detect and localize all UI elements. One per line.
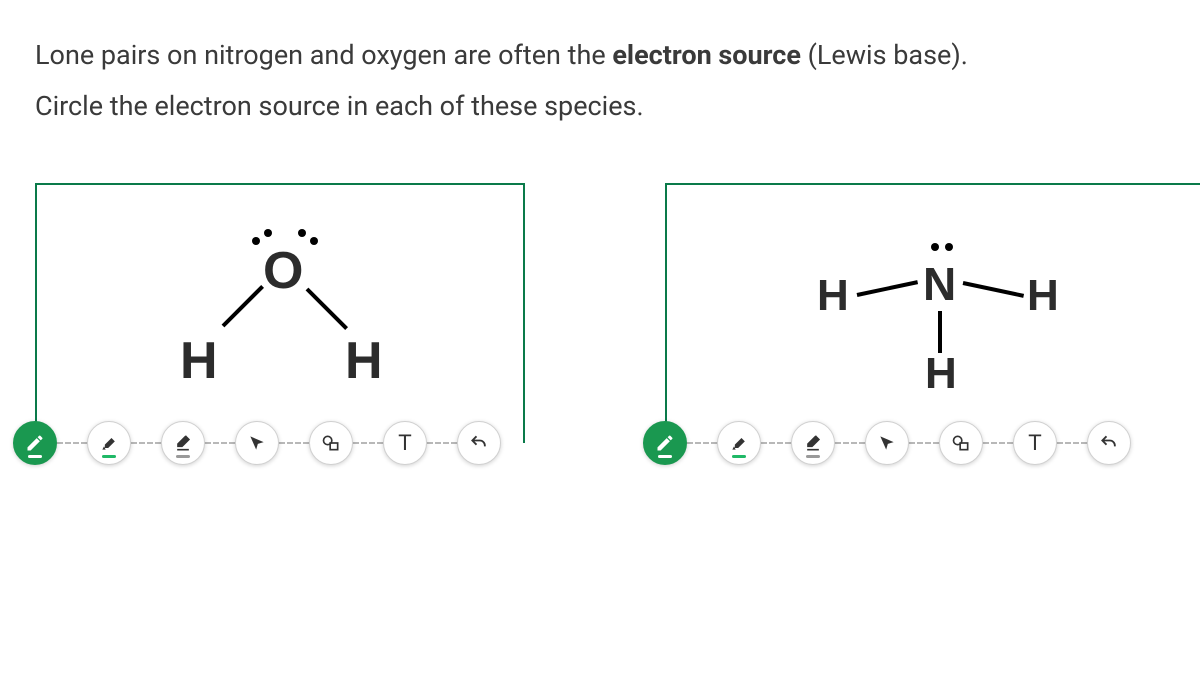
panel-ammonia-wrap: N H H H [665, 183, 1200, 443]
highlighter-tool[interactable] [717, 421, 761, 465]
tool-underline [176, 455, 190, 458]
undo-tool[interactable] [1087, 421, 1131, 465]
toolbar-water: T [13, 421, 501, 465]
oxygen-atom: O [263, 241, 303, 301]
pointer-tool[interactable] [235, 421, 279, 465]
shapes-icon [951, 433, 971, 453]
shapes-icon [321, 433, 341, 453]
shapes-tool[interactable] [939, 421, 983, 465]
eraser-icon [173, 433, 193, 453]
shapes-tool[interactable] [309, 421, 353, 465]
instr-line1-post: (Lewis base). [801, 39, 968, 71]
lone-pair-dot [264, 229, 272, 237]
toolbar-connector [279, 442, 309, 444]
pointer-icon [247, 433, 267, 453]
drawing-canvas-water[interactable]: O H H [35, 183, 525, 443]
tool-underline [658, 455, 672, 458]
hydrogen-atom: H [817, 271, 849, 321]
water-molecule: O H H [150, 229, 410, 399]
drawing-canvas-ammonia[interactable]: N H H H [665, 183, 1200, 443]
nitrogen-atom: N [923, 257, 956, 311]
lone-pair-dot [252, 237, 260, 245]
toolbar-connector [687, 442, 717, 444]
drawing-panels: O H H [35, 183, 1165, 443]
text-icon: T [398, 430, 411, 456]
lone-pair-dot [931, 243, 939, 251]
instr-line1-bold: electron source [612, 39, 801, 71]
undo-icon [1099, 433, 1119, 453]
highlighter-tool[interactable] [87, 421, 131, 465]
pointer-icon [877, 433, 897, 453]
tool-underline [806, 455, 820, 458]
ammonia-molecule: N H H H [795, 229, 1075, 399]
pencil-tool[interactable] [13, 421, 57, 465]
highlighter-icon [99, 433, 119, 453]
tool-underline [102, 455, 116, 458]
toolbar-connector [1057, 442, 1087, 444]
toolbar-connector [909, 442, 939, 444]
toolbar-connector [353, 442, 383, 444]
panel-water-wrap: O H H [35, 183, 525, 443]
pointer-tool[interactable] [865, 421, 909, 465]
hydrogen-atom: H [180, 331, 218, 391]
hydrogen-atom: H [925, 349, 957, 399]
pencil-icon [655, 433, 675, 453]
hydrogen-atom: H [345, 331, 383, 391]
toolbar-connector [57, 442, 87, 444]
hydrogen-atom: H [1027, 271, 1059, 321]
toolbar-connector [427, 442, 457, 444]
toolbar-connector [205, 442, 235, 444]
bond [306, 287, 348, 329]
toolbar-connector [835, 442, 865, 444]
lone-pair-dot [945, 243, 953, 251]
instr-line2: Circle the electron source in each of th… [35, 81, 1165, 132]
eraser-icon [803, 433, 823, 453]
text-tool[interactable]: T [1013, 421, 1057, 465]
eraser-tool[interactable] [161, 421, 205, 465]
instruction-text: Lone pairs on nitrogen and oxygen are of… [35, 30, 1165, 133]
text-icon: T [1028, 430, 1041, 456]
eraser-tool[interactable] [791, 421, 835, 465]
bond [963, 281, 1024, 298]
bond [938, 311, 942, 353]
toolbar-connector [983, 442, 1013, 444]
lone-pair-dot [298, 229, 306, 237]
toolbar-ammonia: T [643, 421, 1131, 465]
tool-underline [28, 455, 42, 458]
tool-underline [732, 455, 746, 458]
pencil-icon [25, 433, 45, 453]
bond [222, 285, 264, 327]
toolbar-connector [131, 442, 161, 444]
pencil-tool[interactable] [643, 421, 687, 465]
undo-tool[interactable] [457, 421, 501, 465]
lone-pair-dot [310, 237, 318, 245]
bond [857, 280, 918, 297]
toolbar-connector [761, 442, 791, 444]
undo-icon [469, 433, 489, 453]
text-tool[interactable]: T [383, 421, 427, 465]
instr-line1-pre: Lone pairs on nitrogen and oxygen are of… [35, 39, 612, 71]
highlighter-icon [729, 433, 749, 453]
